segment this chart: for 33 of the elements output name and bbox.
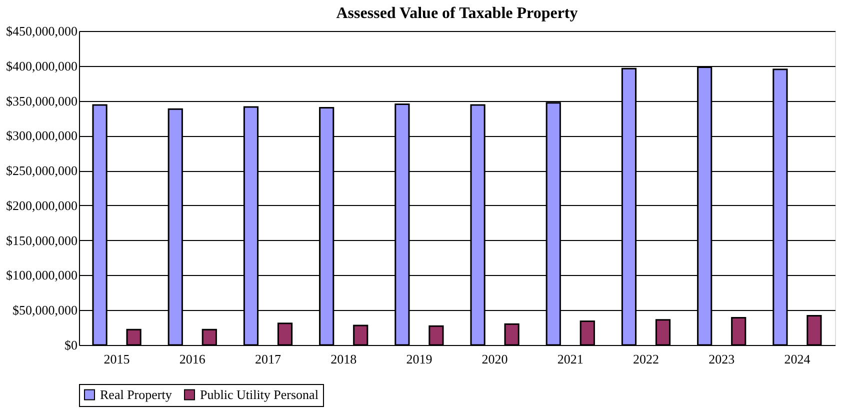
y-tick-label: $50,000,000 (12, 302, 78, 318)
y-tick-label: $300,000,000 (6, 128, 78, 144)
x-tick-label: 2019 (406, 352, 432, 366)
bar (731, 317, 746, 346)
bar (504, 323, 520, 346)
x-tick-label: 2017 (255, 352, 282, 366)
bar (126, 328, 142, 346)
y-tick-label: $400,000,000 (6, 58, 78, 74)
bar (353, 324, 368, 346)
y-tick-label: $0 (64, 338, 78, 352)
bar (277, 322, 293, 346)
x-tick-label: 2016 (179, 352, 206, 366)
x-tick-label: 2018 (330, 352, 357, 366)
bar (655, 319, 671, 346)
chart-title: Assessed Value of Taxable Property (336, 5, 578, 22)
legend-label: Real Property (100, 386, 172, 402)
x-tick-label: 2022 (633, 352, 659, 366)
x-tick-label: 2023 (708, 352, 735, 366)
x-tick-label: 2020 (482, 352, 508, 366)
y-tick-label: $350,000,000 (6, 93, 78, 108)
y-tick-label: $250,000,000 (6, 163, 78, 178)
bar (806, 314, 822, 346)
y-tick-label: $200,000,000 (6, 198, 78, 213)
legend-label: Public Utility Personal (200, 386, 319, 402)
bar (428, 325, 444, 346)
x-tick-label: 2024 (784, 352, 811, 366)
bar (202, 328, 217, 346)
x-tick-label: 2021 (557, 352, 584, 366)
x-tick-label: 2015 (104, 352, 130, 366)
y-tick-label: $100,000,000 (6, 268, 78, 283)
bar (580, 320, 595, 346)
y-tick-label: $450,000,000 (6, 24, 78, 38)
y-tick-label: $150,000,000 (6, 232, 78, 248)
